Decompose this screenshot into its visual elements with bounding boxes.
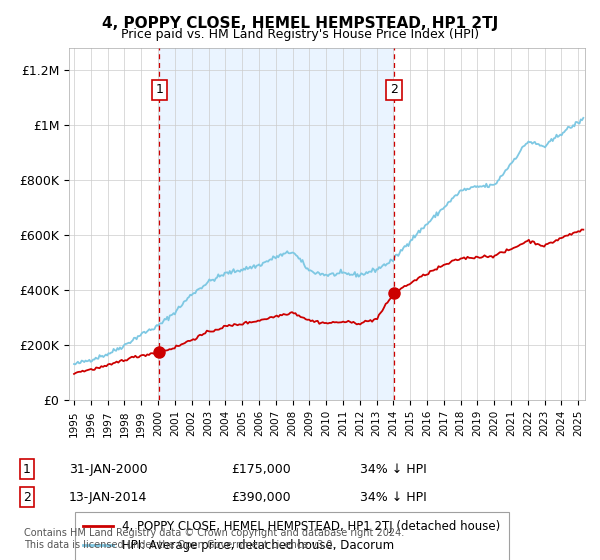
Text: 34% ↓ HPI: 34% ↓ HPI	[360, 491, 427, 504]
Text: 2: 2	[23, 491, 31, 504]
Text: £390,000: £390,000	[231, 491, 290, 504]
Text: 31-JAN-2000: 31-JAN-2000	[69, 463, 148, 476]
Text: 13-JAN-2014: 13-JAN-2014	[69, 491, 148, 504]
Text: Contains HM Land Registry data © Crown copyright and database right 2024.
This d: Contains HM Land Registry data © Crown c…	[24, 528, 404, 550]
Text: £175,000: £175,000	[231, 463, 291, 476]
Text: 1: 1	[155, 83, 163, 96]
Text: Price paid vs. HM Land Registry's House Price Index (HPI): Price paid vs. HM Land Registry's House …	[121, 28, 479, 41]
Text: 34% ↓ HPI: 34% ↓ HPI	[360, 463, 427, 476]
Legend: 4, POPPY CLOSE, HEMEL HEMPSTEAD, HP1 2TJ (detached house), HPI: Average price, d: 4, POPPY CLOSE, HEMEL HEMPSTEAD, HP1 2TJ…	[75, 512, 509, 560]
Text: 1: 1	[23, 463, 31, 476]
Text: 2: 2	[390, 83, 398, 96]
Text: 4, POPPY CLOSE, HEMEL HEMPSTEAD, HP1 2TJ: 4, POPPY CLOSE, HEMEL HEMPSTEAD, HP1 2TJ	[102, 16, 498, 31]
Bar	[160, 48, 394, 400]
